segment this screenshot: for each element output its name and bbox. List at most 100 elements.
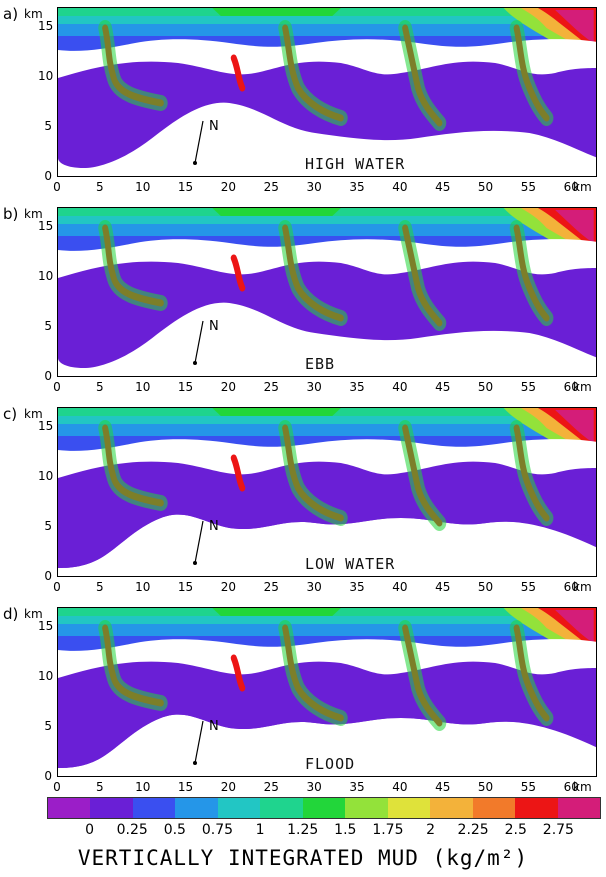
x-tick-label: 30 — [306, 580, 322, 594]
y-axis-unit: km — [24, 407, 43, 421]
mud-map — [58, 608, 596, 776]
colorbar-tick-label: 2.5 — [504, 822, 527, 838]
north-label: N — [209, 119, 219, 134]
x-tick-label: 50 — [477, 380, 494, 394]
x-tick-label: 10 — [135, 180, 151, 194]
x-tick-label: 0 — [53, 780, 61, 794]
x-tick-label: 15 — [177, 180, 194, 194]
map-panel: a) km 1 — [0, 5, 606, 205]
y-tick-label: 5 — [44, 119, 52, 133]
x-tick-label: 40 — [392, 180, 408, 194]
x-tick-label: 25 — [263, 580, 279, 594]
north-arrow-icon — [193, 120, 204, 165]
x-tick-label: 25 — [263, 780, 279, 794]
mud-map — [58, 408, 596, 576]
x-tick-label: 10 — [135, 580, 151, 594]
tide-phase-label: HIGH WATER — [305, 155, 406, 173]
x-tick-label: 30 — [306, 780, 322, 794]
colorbar-tick-label: 0.75 — [201, 822, 234, 838]
colorbar-tick-label: 2.75 — [542, 822, 574, 838]
colorbar-swatch — [132, 798, 176, 818]
y-tick-label: 0 — [44, 569, 52, 583]
x-tick-label: 10 — [135, 780, 151, 794]
x-tick-label: 5 — [96, 380, 104, 394]
colorbar-swatch — [430, 798, 473, 818]
colorbar-title: VERTICALLY INTEGRATED MUD (kg/m²) — [77, 846, 529, 870]
mud-map — [58, 208, 596, 376]
x-axis-unit: km — [573, 380, 592, 394]
panel-letter: d) — [3, 605, 19, 623]
y-tick-label: 0 — [44, 369, 52, 383]
y-tick-label: 15 — [38, 19, 54, 33]
colorbar-swatch — [90, 798, 133, 818]
x-tick-label: 55 — [520, 380, 537, 394]
panel-letter: c) — [3, 405, 18, 423]
colorbar — [47, 797, 601, 819]
colorbar-tick-label: 0 — [85, 822, 95, 838]
colorbar-tick-label: 2.25 — [457, 822, 489, 838]
x-tick-label: 0 — [53, 580, 61, 594]
x-tick-label: 15 — [177, 780, 194, 794]
y-axis-unit: km — [24, 7, 43, 21]
map-panel: c) km — [0, 405, 606, 605]
x-tick-label: 5 — [96, 780, 104, 794]
y-tick-label: 15 — [38, 419, 54, 433]
x-tick-label: 0 — [53, 180, 61, 194]
x-tick-label: 10 — [135, 380, 151, 394]
x-tick-label: 55 — [520, 780, 537, 794]
y-axis-unit: km — [24, 207, 43, 221]
mud-map — [58, 8, 596, 176]
x-tick-label: 40 — [392, 580, 408, 594]
x-tick-label: 50 — [477, 580, 494, 594]
x-tick-label: 5 — [96, 180, 104, 194]
x-tick-label: 45 — [435, 380, 451, 394]
colorbar-tick-label: 1.75 — [372, 822, 404, 838]
colorbar-swatch — [48, 798, 91, 818]
panel-letter: a) — [3, 5, 19, 23]
y-tick-label: 15 — [38, 219, 54, 233]
x-tick-label: 35 — [349, 380, 365, 394]
y-tick-label: 10 — [38, 69, 54, 83]
x-tick-label: 50 — [477, 180, 494, 194]
x-tick-label: 55 — [520, 180, 537, 194]
colorbar-swatch — [260, 798, 303, 818]
x-tick-label: 25 — [263, 180, 279, 194]
map-plot-area — [57, 607, 597, 777]
colorbar-swatch — [302, 798, 346, 818]
tide-phase-label: LOW WATER — [305, 555, 396, 573]
x-tick-label: 20 — [220, 180, 237, 194]
x-tick-label: 30 — [306, 180, 322, 194]
y-tick-label: 10 — [38, 269, 54, 283]
y-tick-label: 0 — [44, 169, 52, 183]
x-tick-label: 20 — [220, 380, 237, 394]
north-label: N — [209, 519, 219, 534]
x-tick-label: 20 — [220, 580, 237, 594]
colorbar-swatch — [217, 798, 261, 818]
north-arrow-icon — [193, 520, 204, 565]
x-tick-label: 60 — [563, 780, 579, 794]
x-axis-unit: km — [573, 780, 592, 794]
x-tick-label: 25 — [263, 380, 279, 394]
x-tick-label: 20 — [220, 780, 237, 794]
y-tick-label: 0 — [44, 769, 52, 783]
y-tick-label: 10 — [38, 669, 54, 683]
north-label: N — [209, 319, 219, 334]
x-tick-label: 35 — [349, 580, 365, 594]
x-tick-label: 60 — [563, 380, 579, 394]
north-arrow-icon — [193, 720, 204, 765]
colorbar-swatch — [515, 798, 558, 818]
x-tick-label: 15 — [177, 380, 194, 394]
colorbar-swatch — [472, 798, 516, 818]
colorbar-tick-label: 2 — [426, 822, 435, 838]
map-plot-area — [57, 207, 597, 377]
y-tick-label: 5 — [44, 719, 52, 733]
x-tick-label: 40 — [392, 380, 408, 394]
colorbar-swatch — [387, 798, 431, 818]
x-axis-unit: km — [573, 180, 592, 194]
x-tick-label: 45 — [435, 780, 451, 794]
y-tick-label: 15 — [38, 619, 54, 633]
x-tick-label: 45 — [435, 580, 451, 594]
x-tick-label: 0 — [53, 380, 61, 394]
north-label: N — [209, 719, 219, 734]
y-tick-label: 5 — [44, 519, 52, 533]
